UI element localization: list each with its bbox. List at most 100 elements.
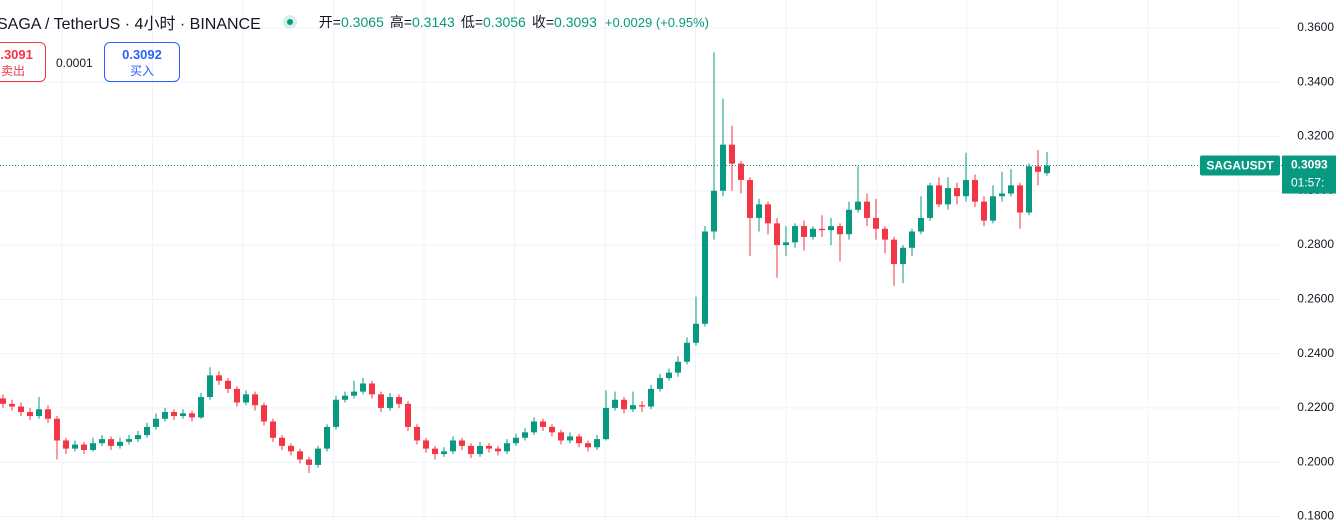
candle-body: [909, 231, 915, 248]
candle-body: [567, 436, 573, 441]
sell-button[interactable]: 0.3091 卖出: [0, 42, 46, 82]
candle-body: [918, 217, 924, 232]
y-tick-label: 0.2400: [1297, 346, 1334, 360]
candle-body: [576, 436, 582, 444]
candle-body: [54, 418, 60, 441]
candle-body: [666, 372, 672, 379]
candle-body: [810, 228, 816, 237]
candle-body: [162, 411, 168, 419]
legend-label: 低=: [460, 14, 484, 30]
candle-body: [36, 409, 42, 417]
candle-body: [117, 441, 123, 446]
candle-body: [270, 421, 276, 438]
candle-body: [423, 440, 429, 449]
candle-body: [18, 406, 24, 412]
candle-body: [882, 228, 888, 240]
y-tick-label: 0.2800: [1297, 237, 1334, 251]
candle-body: [9, 403, 15, 407]
candle-body: [225, 380, 231, 389]
candle-body: [189, 413, 195, 418]
candle-body: [1008, 185, 1014, 194]
candle-body: [594, 439, 600, 448]
price-badge: [1282, 155, 1336, 194]
candle-body: [477, 445, 483, 455]
candle-body: [621, 399, 627, 410]
y-tick-label: 0.1800: [1297, 509, 1334, 520]
candle-body: [639, 405, 645, 407]
candle-body: [981, 201, 987, 221]
candle-body: [495, 448, 501, 452]
buy-label: 买入: [129, 64, 154, 78]
candle-body: [765, 204, 771, 224]
legend-value: 0.3065: [340, 14, 384, 30]
candle-body: [378, 394, 384, 408]
candle-body: [999, 193, 1005, 197]
candle-body: [405, 403, 411, 427]
legend-label: 高=: [389, 14, 412, 30]
candle-body: [702, 231, 708, 324]
candle-body: [324, 426, 330, 449]
candle-body: [801, 226, 807, 237]
candle-body: [234, 388, 240, 403]
candle-body: [585, 443, 591, 448]
sell-price: 0.3091: [0, 47, 33, 62]
candle-body: [90, 443, 96, 450]
candle-body: [216, 375, 222, 381]
candle-body: [513, 437, 519, 444]
candle-body: [531, 421, 537, 433]
chart-title: SAGA / TetherUS · 4小时 · BINANCE: [0, 16, 261, 33]
candle-body: [486, 445, 492, 449]
candle-body: [612, 399, 618, 408]
buy-price: 0.3092: [122, 47, 162, 62]
candle-body: [1017, 185, 1023, 213]
candle-body: [504, 443, 510, 452]
candle-body: [333, 399, 339, 427]
candle-body: [756, 204, 762, 218]
symbol-badge: [1200, 155, 1280, 176]
candle-body: [540, 421, 546, 427]
candle-body: [972, 179, 978, 202]
candle-body: [783, 242, 789, 246]
candle-body: [945, 188, 951, 205]
candle-body: [837, 226, 843, 235]
y-tick-label: 0.2200: [1297, 400, 1334, 414]
sell-label: 卖出: [0, 64, 25, 78]
candle-body: [819, 228, 825, 231]
candle-body: [738, 163, 744, 180]
candle-body: [81, 444, 87, 450]
candle-body: [675, 361, 681, 373]
y-tick-label: 0.3400: [1297, 74, 1334, 88]
candle-body: [396, 397, 402, 404]
candle-body: [0, 398, 6, 404]
candle-body: [45, 409, 51, 419]
y-tick-label: 0.3200: [1297, 129, 1334, 143]
candle-body: [342, 395, 348, 400]
countdown: 01:57:: [1291, 176, 1324, 190]
buy-button[interactable]: 0.3092 买入: [104, 42, 180, 82]
candle-body: [720, 144, 726, 191]
legend-label: 开=: [318, 14, 341, 30]
candle-body: [630, 405, 636, 410]
legend: SAGA / TetherUS · 4小时 · BINANCE 开= 0.3065…: [0, 10, 709, 34]
price-label: 0.3093: [1291, 158, 1328, 172]
candle-body: [927, 185, 933, 218]
candle-body: [144, 426, 150, 436]
candle-body: [27, 411, 33, 417]
candle-body: [306, 459, 312, 465]
candle-body: [288, 445, 294, 452]
candle-body: [207, 375, 213, 398]
spread: 0.0001: [56, 56, 93, 70]
candle-body: [774, 223, 780, 246]
legend-label: 收=: [531, 14, 555, 30]
candle-body: [72, 444, 78, 449]
candle-body: [180, 413, 186, 417]
candle-body: [468, 445, 474, 455]
legend-value: 0.3093: [554, 14, 597, 30]
candle-body: [855, 201, 861, 210]
candle-body: [693, 323, 699, 343]
y-tick-label: 0.2600: [1297, 292, 1334, 306]
y-tick-label: 0.2000: [1297, 454, 1334, 468]
candle-body: [522, 432, 528, 438]
candle-body: [657, 378, 663, 389]
